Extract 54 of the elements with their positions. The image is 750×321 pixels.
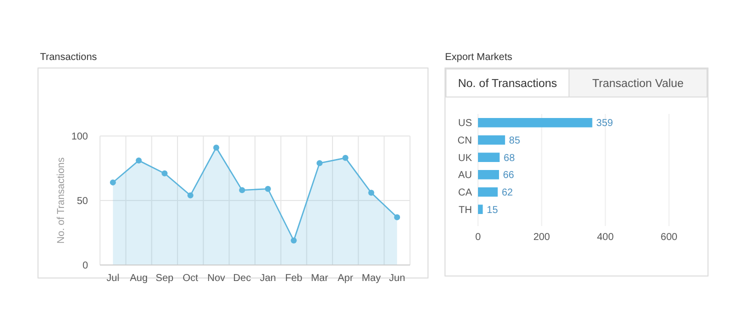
data-label: 15: [486, 204, 498, 216]
x-tick-label: May: [362, 273, 381, 284]
point: [110, 179, 116, 186]
x-tick-label: 0: [475, 232, 482, 243]
y-axis-title: No. of Transactions: [56, 157, 67, 244]
bar: [478, 118, 592, 128]
point: [316, 160, 323, 166]
bar: [478, 152, 500, 162]
data-label: 62: [502, 188, 514, 198]
bar: [478, 135, 506, 145]
bar: [478, 187, 498, 197]
y-tick-label: AU: [458, 170, 472, 182]
point: [368, 190, 374, 196]
x-tick-label: Oct: [182, 273, 198, 284]
text: Transaction Value: [592, 78, 684, 90]
point: [394, 214, 400, 220]
x-tick-label: 200: [533, 232, 550, 243]
point: [290, 237, 297, 244]
y-tick-label: 50: [76, 196, 88, 207]
x-tick-label: 400: [596, 232, 614, 243]
y-tick-label: UK: [458, 152, 472, 164]
x-tick-label: Feb: [285, 273, 303, 284]
x-tick-label: Jan: [260, 273, 276, 284]
data-label: 359: [596, 118, 614, 130]
chart-title: Export Markets: [445, 52, 512, 63]
data-label: 66: [503, 170, 515, 182]
x-tick-label: 600: [660, 232, 678, 243]
x-tick-label: Aug: [130, 273, 148, 284]
x-tick-label: Dec: [233, 273, 251, 284]
point: [213, 144, 220, 151]
x-tick-label: Mar: [310, 273, 329, 284]
x-tick-label: Nov: [207, 273, 226, 284]
bar: [478, 170, 500, 180]
bar: [478, 204, 483, 214]
point: [187, 192, 194, 198]
y-tick-label: TH: [458, 204, 472, 216]
point: [162, 170, 168, 176]
x-tick-label: Sep: [156, 273, 174, 284]
data-label: 85: [509, 136, 521, 146]
x-tick-label: Apr: [338, 273, 354, 284]
point: [342, 154, 348, 161]
x-tick-label: Jul: [106, 273, 120, 284]
y-tick-label: 100: [71, 132, 88, 142]
y-tick-label: 0: [82, 260, 88, 272]
point: [264, 186, 271, 192]
data-label: 68: [504, 152, 516, 164]
chart-title: Transactions: [40, 52, 97, 63]
point: [239, 187, 246, 194]
x-tick-label: Jun: [389, 273, 406, 284]
y-tick-label: US: [458, 118, 472, 130]
point: [136, 158, 142, 164]
text: No. of Transactions: [458, 78, 558, 90]
y-tick-label: CN: [458, 136, 472, 146]
y-tick-label: CA: [458, 188, 472, 198]
